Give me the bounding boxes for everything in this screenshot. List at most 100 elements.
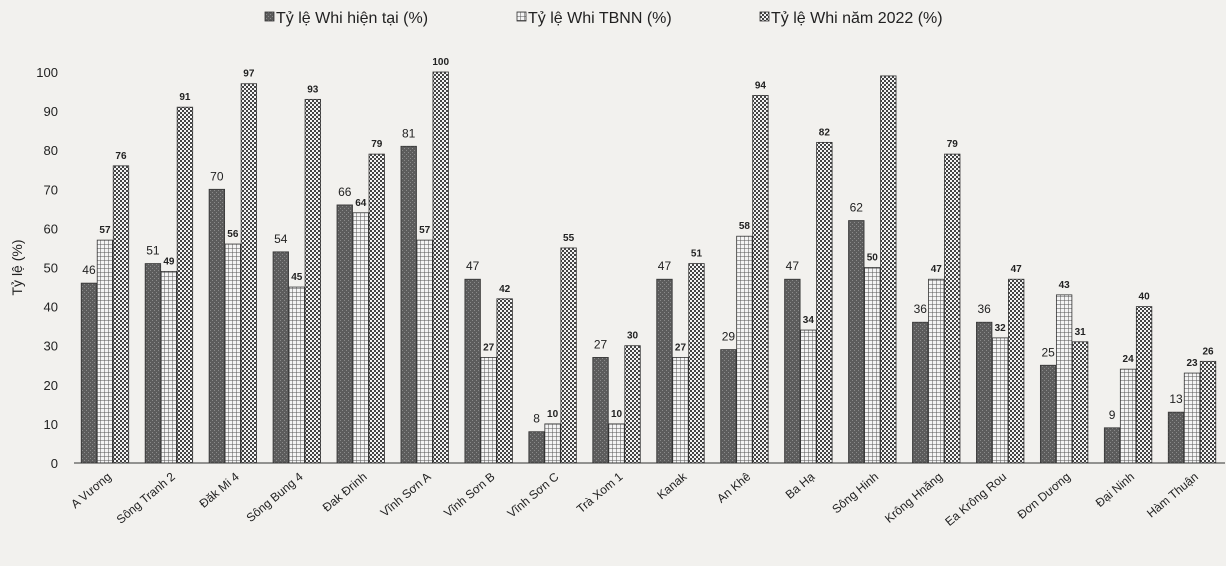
bar-song-bung-4-series-1 <box>272 251 289 464</box>
bar-group-vinh-son-c: 8 10 55 <box>528 233 577 464</box>
bar-an-khe-series-1 <box>720 349 737 464</box>
legend-swatch-3 <box>759 11 770 22</box>
bar-group-song-bung-4: 54 45 93 <box>272 84 321 464</box>
data-label-vinh-son-b-series-3: 42 <box>499 284 511 295</box>
data-label-song-tranh-2-series-1: 51 <box>146 244 160 258</box>
bar-song-bung-4-series-3 <box>304 98 321 464</box>
bar-group-ba-ha: 47 34 82 <box>784 127 833 464</box>
bar-ba-ha-series-1 <box>784 278 801 464</box>
x-category-label-krong-hnang: Krông Hnăng <box>882 470 945 526</box>
bar-group-vinh-son-b: 47 27 42 <box>464 259 513 464</box>
y-tick-label: 80 <box>44 143 58 158</box>
data-label-kanak-series-3: 51 <box>691 249 703 260</box>
data-label-dai-ninh-series-3: 40 <box>1139 292 1151 303</box>
bar-don-duong-series-3 <box>1071 341 1089 464</box>
x-category-label-ba-ha: Ba Hạ <box>783 469 818 501</box>
y-tick-label: 0 <box>51 456 58 471</box>
data-label-vinh-son-a-series-3: 100 <box>432 57 449 68</box>
data-label-ham-thuan-series-2: 23 <box>1186 358 1198 369</box>
x-category-label-song-bung-4: Sông Bung 4 <box>244 469 306 525</box>
x-category-label-kanak: Kanak <box>654 469 690 502</box>
data-label-tra-xom-1-series-3: 30 <box>627 331 639 342</box>
data-label-an-khe-series-3: 94 <box>755 80 767 91</box>
y-tick-label: 40 <box>44 300 58 315</box>
bar-an-khe-series-2 <box>736 235 753 464</box>
bar-ham-thuan-series-2 <box>1183 372 1201 464</box>
data-label-dak-drinh-series-2: 64 <box>355 198 367 209</box>
bar-a-vuong-series-1 <box>80 282 98 464</box>
bar-song-tranh-2-series-2 <box>160 271 178 464</box>
bar-kanak-series-2 <box>672 357 689 464</box>
x-category-label-ea-krong-rou: Ea Krông Rou <box>942 470 1009 529</box>
legend-label-1: Tỷ lệ Whi hiện tại (%) <box>276 10 428 27</box>
bar-vinh-son-b-series-2 <box>480 357 497 464</box>
data-label-song-hinh-series-1: 62 <box>850 201 864 215</box>
data-label-a-vuong-series-2: 57 <box>99 225 111 236</box>
legend-swatch-2 <box>516 11 527 22</box>
bar-ea-krong-rou-series-3 <box>1008 278 1025 464</box>
bar-a-vuong-series-3 <box>112 165 130 464</box>
bar-group-ham-thuan: 13 23 26 <box>1167 346 1217 464</box>
y-tick-label: 10 <box>44 417 58 432</box>
bar-tra-xom-1-series-1 <box>592 357 609 464</box>
x-category-label-don-duong: Đơn Dương <box>1015 470 1073 522</box>
data-label-tra-xom-1-series-1: 27 <box>594 337 608 351</box>
data-label-ea-krong-rou-series-1: 36 <box>978 302 992 316</box>
bar-song-hinh-series-3 <box>880 75 897 464</box>
y-tick-label: 90 <box>44 104 58 119</box>
x-category-label-vinh-son-a: Vĩnh Sơn A <box>378 470 434 520</box>
data-label-dai-ninh-series-1: 9 <box>1109 408 1116 422</box>
data-label-dak-mi-4-series-2: 56 <box>227 229 239 240</box>
y-tick-label: 50 <box>44 261 58 276</box>
bar-dak-drinh-series-2 <box>352 212 369 464</box>
y-tick-label: 60 <box>44 221 58 236</box>
data-label-kanak-series-1: 47 <box>658 259 672 273</box>
bar-dak-drinh-series-1 <box>336 204 353 464</box>
bar-dai-ninh-series-1 <box>1103 427 1121 464</box>
legend-swatch-1 <box>264 11 275 22</box>
y-tick-label: 100 <box>36 65 58 80</box>
bar-ham-thuan-series-1 <box>1167 411 1185 464</box>
bar-ham-thuan-series-3 <box>1199 360 1217 464</box>
y-axis: 0 10 20 30 40 50 60 70 80 90 100 Tỷ lệ (%) <box>9 65 58 471</box>
data-label-ea-krong-rou-series-2: 32 <box>995 323 1007 334</box>
bar-dak-mi-4-series-2 <box>224 243 242 464</box>
data-label-don-duong-series-2: 43 <box>1059 280 1071 291</box>
bar-kanak-series-1 <box>656 278 673 464</box>
bar-group-song-hinh: 62 50 <box>848 75 897 464</box>
bar-krong-hnang-series-2 <box>928 278 945 464</box>
bar-krong-hnang-series-1 <box>912 321 929 464</box>
bar-an-khe-series-3 <box>752 95 769 464</box>
y-tick-label: 20 <box>44 378 58 393</box>
x-category-label-vinh-son-b: Vĩnh Sơn B <box>441 470 497 521</box>
data-label-ba-ha-series-3: 82 <box>819 127 831 138</box>
x-category-label-vinh-son-c: Vĩnh Sơn C <box>505 469 562 520</box>
data-label-vinh-son-b-series-1: 47 <box>466 259 480 273</box>
bar-group-don-duong: 25 43 31 <box>1039 280 1089 464</box>
legend-label-3: Tỷ lệ Whi năm 2022 (%) <box>771 10 943 27</box>
data-label-tra-xom-1-series-2: 10 <box>611 409 623 420</box>
bar-vinh-son-c-series-3 <box>560 247 577 464</box>
bar-a-vuong-series-2 <box>96 239 114 464</box>
bar-song-bung-4-series-2 <box>288 286 305 464</box>
bar-song-hinh-series-2 <box>864 267 881 464</box>
bar-group-krong-hnang: 36 47 79 <box>912 139 961 464</box>
x-category-label-dai-ninh: Đại Ninh <box>1093 470 1137 510</box>
bar-group-dak-mi-4: 70 56 97 <box>208 69 258 464</box>
x-category-label-song-tranh-2: Sông Tranh 2 <box>114 469 178 526</box>
data-label-don-duong-series-1: 25 <box>1041 345 1055 359</box>
data-label-ham-thuan-series-1: 13 <box>1169 392 1183 406</box>
data-label-an-khe-series-1: 29 <box>722 330 736 344</box>
bar-ba-ha-series-3 <box>816 141 833 464</box>
data-label-song-bung-4-series-1: 54 <box>274 232 288 246</box>
x-category-label-dak-mi-4: Đăk Mi 4 <box>197 469 243 510</box>
data-label-dak-drinh-series-1: 66 <box>338 185 352 199</box>
bar-dak-mi-4-series-3 <box>240 83 258 464</box>
bar-song-tranh-2-series-1 <box>144 263 162 464</box>
data-label-krong-hnang-series-2: 47 <box>931 264 943 275</box>
y-tick-label: 30 <box>44 339 58 354</box>
x-category-label-a-vuong: A Vương <box>68 470 114 512</box>
y-tick-label: 70 <box>44 182 58 197</box>
